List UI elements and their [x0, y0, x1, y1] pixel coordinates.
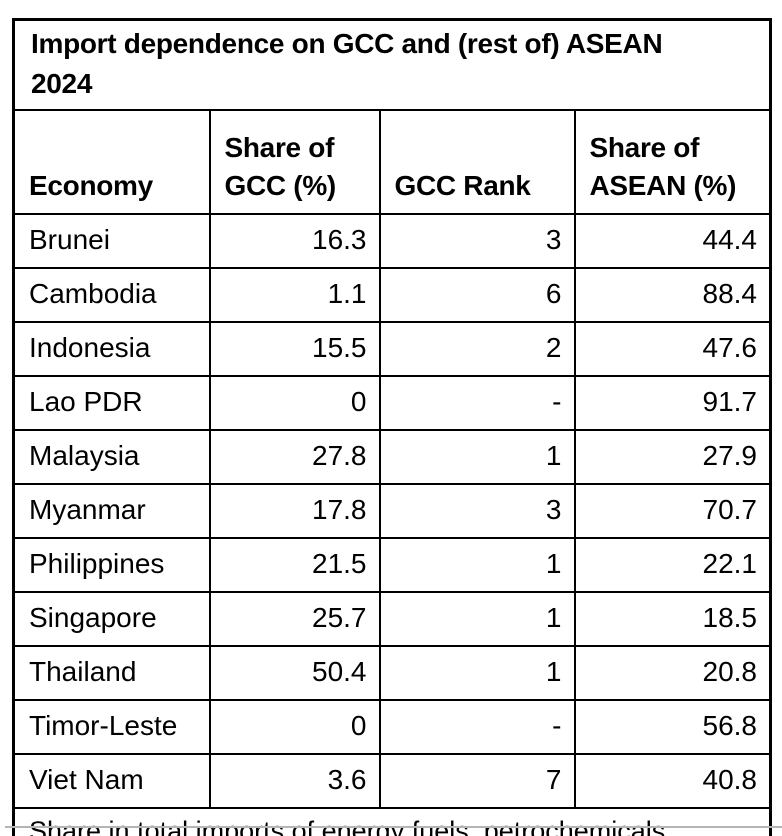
gcc-rank-cell: 1	[378, 645, 576, 701]
asean-share-cell: 40.8	[573, 753, 772, 809]
gcc-share-cell: 17.8	[208, 483, 381, 539]
gcc-rank-cell: 1	[378, 429, 576, 485]
gcc-share-cell: 3.6	[208, 753, 381, 809]
table-row: Singapore 25.7 1 18.5	[12, 591, 772, 647]
gcc-share-cell: 16.3	[208, 213, 381, 269]
gcc-rank-cell: -	[378, 699, 576, 755]
footnote-row: Share in total imports of energy fuels, …	[12, 807, 772, 836]
gcc-share-cell: 21.5	[208, 537, 381, 593]
economy-cell: Cambodia	[12, 267, 211, 323]
gcc-rank-cell: 7	[378, 753, 576, 809]
header-row: Economy Share of GCC (%) GCC Rank Share …	[12, 109, 772, 215]
asean-share-cell: 44.4	[573, 213, 772, 269]
asean-share-cell: 91.7	[573, 375, 772, 431]
asean-share-cell: 70.7	[573, 483, 772, 539]
gcc-share-cell: 15.5	[208, 321, 381, 377]
asean-share-cell: 56.8	[573, 699, 772, 755]
economy-cell: Lao PDR	[12, 375, 211, 431]
gcc-rank-cell: -	[378, 375, 576, 431]
economy-cell: Singapore	[12, 591, 211, 647]
asean-share-cell: 18.5	[573, 591, 772, 647]
gcc-rank-cell: 2	[378, 321, 576, 377]
gcc-rank-cell: 3	[378, 483, 576, 539]
economy-cell: Timor-Leste	[12, 699, 211, 755]
gcc-share-cell: 1.1	[208, 267, 381, 323]
gcc-share-cell: 27.8	[208, 429, 381, 485]
table-row: Cambodia 1.1 6 88.4	[12, 267, 772, 323]
table-title: Import dependence on GCC and (rest of) A…	[31, 28, 663, 99]
title-row: Import dependence on GCC and (rest of) A…	[12, 18, 772, 111]
asean-share-cell: 47.6	[573, 321, 772, 377]
table-footnote: Share in total imports of energy fuels, …	[12, 807, 772, 836]
table-row: Thailand 50.4 1 20.8	[12, 645, 772, 701]
gcc-rank-cell: 3	[378, 213, 576, 269]
gcc-share-cell: 0	[208, 375, 381, 431]
next-row-gridline	[5, 826, 782, 828]
col-header-gcc-share: Share of GCC (%)	[208, 109, 381, 215]
table-row: Timor-Leste 0 - 56.8	[12, 699, 772, 755]
table-row: Indonesia 15.5 2 47.6	[12, 321, 772, 377]
asean-share-cell: 20.8	[573, 645, 772, 701]
gcc-share-cell: 0	[208, 699, 381, 755]
import-dependence-table: Import dependence on GCC and (rest of) A…	[12, 18, 772, 836]
gcc-rank-cell: 6	[378, 267, 576, 323]
table-body: Brunei 16.3 3 44.4 Cambodia 1.1 6 88.4 I…	[12, 213, 772, 809]
gcc-rank-cell: 1	[378, 537, 576, 593]
economy-cell: Philippines	[12, 537, 211, 593]
asean-share-cell: 88.4	[573, 267, 772, 323]
col-header-gcc-rank: GCC Rank	[378, 109, 576, 215]
col-header-economy: Economy	[12, 109, 211, 215]
asean-share-cell: 22.1	[573, 537, 772, 593]
economy-cell: Malaysia	[12, 429, 211, 485]
economy-cell: Brunei	[12, 213, 211, 269]
economy-cell: Viet Nam	[12, 753, 211, 809]
table-row: Lao PDR 0 - 91.7	[12, 375, 772, 431]
table-row: Malaysia 27.8 1 27.9	[12, 429, 772, 485]
table-row: Myanmar 17.8 3 70.7	[12, 483, 772, 539]
table-title-cell: Import dependence on GCC and (rest of) A…	[12, 18, 772, 111]
economy-cell: Indonesia	[12, 321, 211, 377]
economy-cell: Myanmar	[12, 483, 211, 539]
gcc-share-cell: 25.7	[208, 591, 381, 647]
economy-cell: Thailand	[12, 645, 211, 701]
table-row: Philippines 21.5 1 22.1	[12, 537, 772, 593]
table-row: Brunei 16.3 3 44.4	[12, 213, 772, 269]
asean-share-cell: 27.9	[573, 429, 772, 485]
gcc-rank-cell: 1	[378, 591, 576, 647]
table-row: Viet Nam 3.6 7 40.8	[12, 753, 772, 809]
gcc-share-cell: 50.4	[208, 645, 381, 701]
col-header-asean-share: Share of ASEAN (%)	[573, 109, 772, 215]
